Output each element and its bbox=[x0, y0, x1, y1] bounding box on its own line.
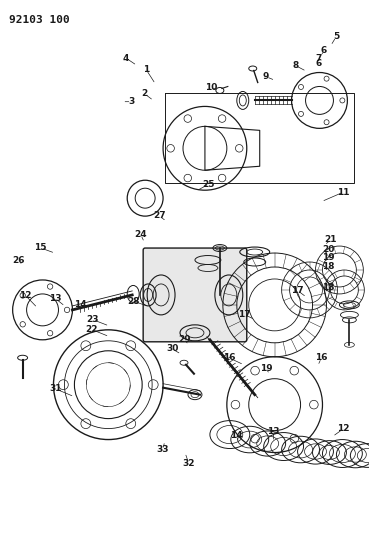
Text: 11: 11 bbox=[337, 188, 350, 197]
Text: 10: 10 bbox=[205, 83, 217, 92]
Text: 18: 18 bbox=[323, 262, 335, 271]
Text: 31: 31 bbox=[49, 384, 61, 393]
Text: 19: 19 bbox=[322, 253, 335, 262]
Text: 4: 4 bbox=[123, 54, 129, 62]
Text: 27: 27 bbox=[153, 212, 165, 221]
Text: 6: 6 bbox=[315, 59, 322, 68]
Text: 26: 26 bbox=[12, 256, 25, 264]
Text: 19: 19 bbox=[260, 364, 272, 373]
Text: 29: 29 bbox=[179, 335, 191, 344]
Text: 18: 18 bbox=[323, 283, 335, 292]
Text: 28: 28 bbox=[127, 296, 139, 305]
Text: 1: 1 bbox=[143, 66, 149, 74]
Text: 16: 16 bbox=[223, 353, 235, 362]
Text: 14: 14 bbox=[230, 431, 243, 440]
FancyBboxPatch shape bbox=[143, 248, 247, 342]
Text: 15: 15 bbox=[34, 244, 47, 253]
Text: 16: 16 bbox=[315, 353, 328, 362]
Text: 2: 2 bbox=[141, 89, 148, 98]
Text: 12: 12 bbox=[20, 291, 32, 300]
Text: 3: 3 bbox=[128, 97, 135, 106]
Text: 23: 23 bbox=[87, 315, 99, 324]
Text: 14: 14 bbox=[74, 300, 86, 309]
Text: 21: 21 bbox=[324, 236, 337, 245]
Text: 5: 5 bbox=[333, 33, 339, 42]
Text: 20: 20 bbox=[323, 245, 335, 254]
Text: 92103 100: 92103 100 bbox=[9, 15, 70, 25]
Text: 17: 17 bbox=[291, 286, 304, 295]
Text: 22: 22 bbox=[85, 325, 97, 334]
Text: 6: 6 bbox=[320, 46, 326, 55]
Text: 12: 12 bbox=[337, 424, 350, 433]
Text: 13: 13 bbox=[267, 427, 280, 436]
Text: 33: 33 bbox=[157, 446, 169, 455]
Text: 17: 17 bbox=[238, 310, 250, 319]
Text: 7: 7 bbox=[315, 54, 322, 62]
Text: 25: 25 bbox=[203, 180, 215, 189]
Text: 30: 30 bbox=[166, 344, 178, 353]
Text: 9: 9 bbox=[263, 72, 269, 81]
Text: 32: 32 bbox=[182, 459, 195, 467]
Text: 8: 8 bbox=[292, 61, 299, 70]
Text: 24: 24 bbox=[134, 230, 147, 239]
Text: 13: 13 bbox=[49, 294, 61, 303]
